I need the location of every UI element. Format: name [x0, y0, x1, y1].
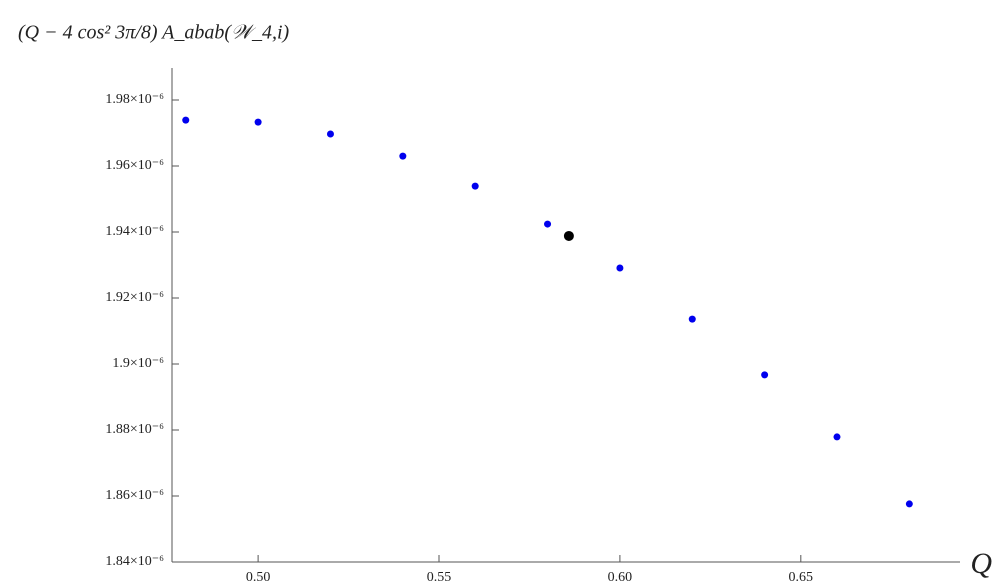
x-tick-label: 0.50	[246, 570, 271, 585]
x-tick-label: 0.65	[789, 570, 814, 585]
point	[688, 315, 696, 323]
point	[761, 371, 769, 379]
y-tick-label: 1.92×10⁻⁶	[105, 290, 164, 305]
point	[326, 130, 334, 138]
x-tick-label: 0.55	[427, 570, 452, 585]
y-tick-label: 1.96×10⁻⁶	[105, 158, 164, 173]
x-axis-title: Q	[970, 547, 992, 580]
point	[833, 433, 841, 441]
point	[544, 220, 552, 228]
y-tick-label: 1.84×10⁻⁶	[105, 554, 164, 569]
point	[399, 152, 407, 160]
y-axis-title: (Q − 4 cos² 3π/8) A_abab(𝒲_4,i)	[18, 22, 290, 44]
y-tick-label: 1.94×10⁻⁶	[105, 224, 164, 239]
point	[471, 182, 479, 190]
point	[905, 500, 913, 508]
point	[563, 230, 574, 241]
y-tick-label: 1.88×10⁻⁶	[105, 422, 164, 437]
point	[182, 116, 190, 124]
x-tick-label: 0.60	[608, 570, 633, 585]
y-tick-label: 1.98×10⁻⁶	[105, 92, 164, 107]
y-tick-label: 1.86×10⁻⁶	[105, 488, 164, 503]
point	[616, 264, 624, 272]
point	[254, 118, 262, 126]
y-tick-label: 1.9×10⁻⁶	[112, 356, 164, 371]
